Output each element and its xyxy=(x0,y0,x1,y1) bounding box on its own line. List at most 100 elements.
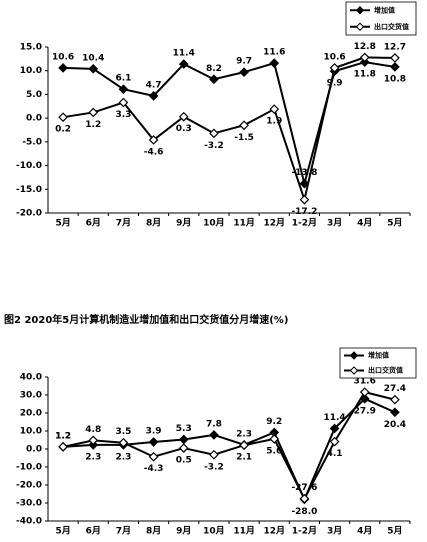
data-label: -27.6 xyxy=(291,483,317,493)
point-marker xyxy=(178,111,189,122)
x-tick-label: 9月 xyxy=(176,526,191,537)
data-label: 10.6 xyxy=(52,52,74,62)
point-marker xyxy=(58,63,68,73)
y-tick-label: -10.0 xyxy=(16,161,42,171)
y-tick-label: 40.0 xyxy=(20,373,42,383)
data-label: -28.0 xyxy=(291,507,317,517)
point-marker xyxy=(329,423,340,434)
data-label: 12.8 xyxy=(354,42,376,52)
data-label: 27.9 xyxy=(354,406,376,416)
legend-label: 出口交货值 xyxy=(368,366,403,375)
data-label: 10.8 xyxy=(384,74,406,84)
x-tick-label: 7月 xyxy=(116,218,131,229)
y-tick-label: -15.0 xyxy=(16,185,42,195)
data-label: 3.9 xyxy=(146,426,162,436)
point-marker xyxy=(239,120,249,131)
y-tick-label: 30.0 xyxy=(20,391,42,401)
data-label: -1.5 xyxy=(234,133,254,143)
point-marker xyxy=(390,394,400,405)
point-marker xyxy=(178,59,189,69)
data-label: 11.4 xyxy=(173,49,195,59)
data-label: 1.2 xyxy=(85,120,101,130)
data-label: 10.6 xyxy=(323,52,345,62)
data-label: 4.8 xyxy=(85,425,101,435)
data-label: -3.2 xyxy=(204,141,224,151)
data-label: 11.4 xyxy=(323,413,345,423)
data-label: 31.6 xyxy=(354,377,376,387)
point-marker xyxy=(88,107,99,118)
data-label: 11.8 xyxy=(354,70,376,80)
x-tick-label: 3月 xyxy=(327,218,342,229)
data-label: 9.9 xyxy=(327,79,343,89)
data-label: 5.3 xyxy=(176,424,192,434)
y-tick-label: 15.0 xyxy=(20,43,42,53)
legend-marker xyxy=(355,22,365,31)
data-label: 1.2 xyxy=(55,431,71,441)
data-label: 2.3 xyxy=(236,429,252,439)
data-label: -17.2 xyxy=(291,207,317,217)
point-marker xyxy=(269,104,280,114)
point-marker xyxy=(390,407,400,418)
x-tick-label: 11月 xyxy=(233,526,255,537)
y-tick-label: -30.0 xyxy=(16,499,42,509)
data-label: 4.7 xyxy=(146,80,162,90)
data-label: 20.4 xyxy=(384,420,406,430)
point-marker xyxy=(209,74,219,85)
x-tick-label: 12月 xyxy=(263,526,285,537)
data-label: 10.4 xyxy=(82,53,104,63)
x-tick-label: 1-2月 xyxy=(292,526,317,537)
point-marker xyxy=(359,387,370,397)
point-marker xyxy=(239,67,249,77)
data-label: 0.5 xyxy=(176,456,192,466)
series-line xyxy=(63,61,396,188)
point-marker xyxy=(299,178,310,189)
data-label: 2.3 xyxy=(115,452,131,462)
data-label: 6.1 xyxy=(115,74,131,84)
y-tick-label: 0.0 xyxy=(26,114,42,124)
x-tick-label: 9月 xyxy=(176,218,191,229)
data-label: 4.1 xyxy=(327,449,343,459)
point-marker xyxy=(118,84,129,95)
x-tick-label: 11月 xyxy=(233,218,255,229)
data-label: 8.2 xyxy=(206,64,222,74)
legend-marker xyxy=(349,351,359,360)
point-marker xyxy=(209,430,219,440)
point-marker xyxy=(178,434,189,445)
point-marker xyxy=(390,53,400,63)
data-label: 1.2 xyxy=(55,431,71,441)
point-marker xyxy=(269,58,280,68)
data-label: -13.8 xyxy=(291,168,317,178)
x-tick-label: 6月 xyxy=(86,526,101,537)
point-marker xyxy=(88,435,99,446)
data-label: 7.8 xyxy=(206,419,222,429)
x-tick-label: 5月 xyxy=(387,526,402,537)
series-line xyxy=(62,390,396,501)
legend-marker xyxy=(355,6,365,15)
point-marker xyxy=(58,112,68,123)
point-marker xyxy=(88,63,99,74)
data-label: 2.1 xyxy=(236,453,252,463)
point-marker xyxy=(359,52,370,63)
data-label: -4.3 xyxy=(144,464,164,474)
data-label: -3.2 xyxy=(204,462,224,472)
data-label: 2.3 xyxy=(85,452,101,462)
x-tick-label: 4月 xyxy=(357,218,372,229)
data-label: -4.6 xyxy=(144,147,164,157)
x-tick-label: 5月 xyxy=(387,218,402,229)
series-line xyxy=(62,56,395,204)
point-marker xyxy=(359,393,370,404)
point-marker xyxy=(209,449,219,460)
x-tick-label: 5月 xyxy=(55,218,70,229)
y-tick-label: -40.0 xyxy=(16,517,42,527)
x-tick-label: 8月 xyxy=(146,218,161,229)
y-tick-label: 10.0 xyxy=(20,66,42,76)
data-label: 0.3 xyxy=(176,124,192,134)
point-marker xyxy=(118,97,129,108)
legend-label: 增加值 xyxy=(374,5,395,14)
data-label: 0.2 xyxy=(55,125,71,135)
series-line xyxy=(63,397,396,502)
data-label: 3.3 xyxy=(115,110,131,120)
point-marker xyxy=(299,493,310,504)
legend-marker xyxy=(349,366,359,375)
x-tick-label: 4月 xyxy=(357,526,372,537)
